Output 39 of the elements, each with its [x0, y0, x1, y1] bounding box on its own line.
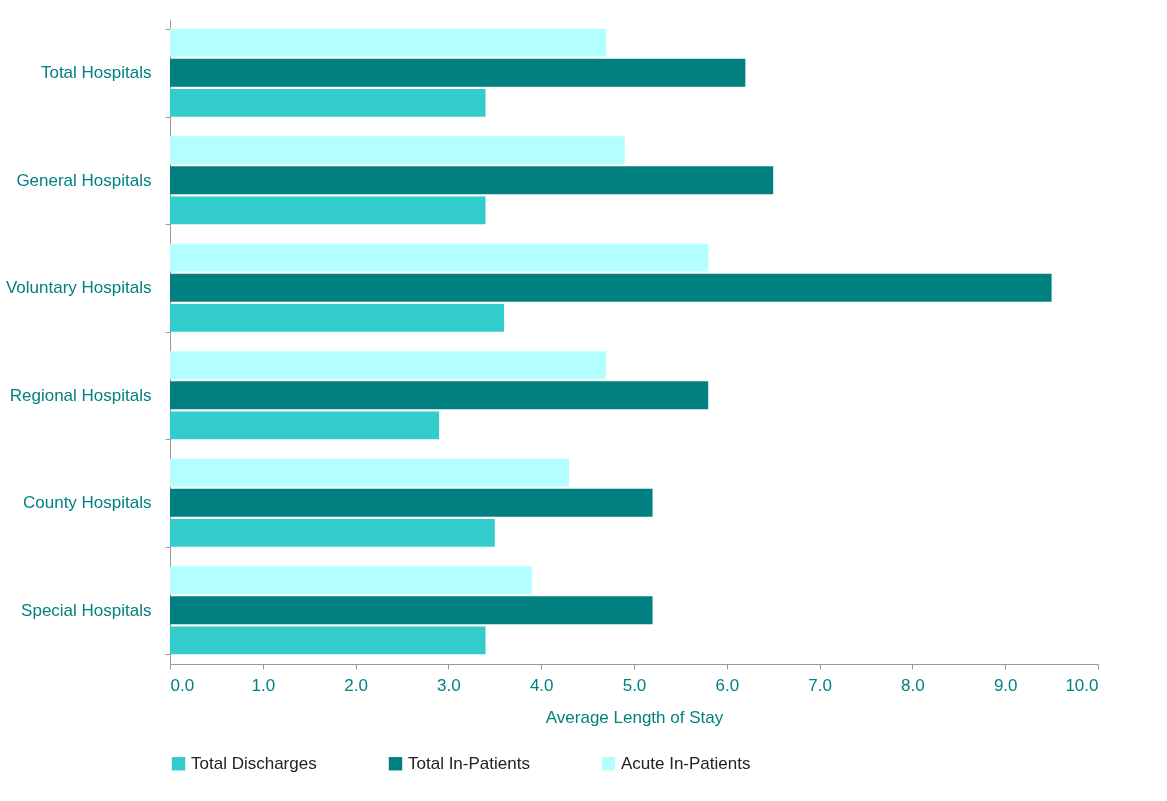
y-tick-label: County Hospitals	[22, 493, 152, 513]
x-tick-label: 4.0	[529, 675, 554, 695]
x-tick-label: 6.0	[715, 675, 740, 695]
x-tick-label: 10.0	[1065, 675, 1099, 695]
x-tick-label: 2.0	[344, 675, 368, 695]
bar	[170, 596, 653, 625]
x-tick-label: 9.0	[993, 675, 1018, 695]
y-tick-label: Special Hospitals	[21, 600, 152, 620]
bar	[170, 566, 532, 594]
bar	[170, 351, 607, 379]
bar	[170, 304, 505, 332]
x-axis-title: Average Length of Stay	[545, 707, 724, 727]
x-tick-label: 1.0	[251, 675, 276, 695]
bar	[170, 411, 440, 440]
bar	[170, 243, 709, 272]
bar	[170, 89, 486, 117]
bar	[170, 381, 709, 410]
bar	[170, 626, 486, 655]
legend-label: Total In-Patients	[408, 753, 530, 773]
x-tick-label: 8.0	[901, 675, 925, 695]
bar	[170, 136, 625, 164]
y-tick-label: Voluntary Hospitals	[5, 278, 152, 298]
legend-label: Acute In-Patients	[621, 753, 751, 773]
y-tick-label: Regional Hospitals	[9, 385, 152, 405]
x-tick-label: 3.0	[437, 675, 461, 695]
x-tick-label: 5.0	[622, 675, 647, 695]
bar	[170, 273, 1052, 302]
bar	[170, 196, 486, 225]
bar	[170, 58, 746, 87]
y-tick-label: Total Hospitals	[40, 63, 152, 83]
bar	[170, 28, 607, 57]
legend-label: Total Discharges	[191, 753, 317, 773]
y-tick-label: General Hospitals	[16, 170, 152, 190]
bar	[170, 458, 570, 487]
bar	[170, 166, 774, 195]
x-tick-label: 0.0	[170, 675, 195, 695]
bar	[170, 519, 495, 547]
bar	[170, 488, 653, 517]
x-tick-label: 7.0	[808, 675, 832, 695]
